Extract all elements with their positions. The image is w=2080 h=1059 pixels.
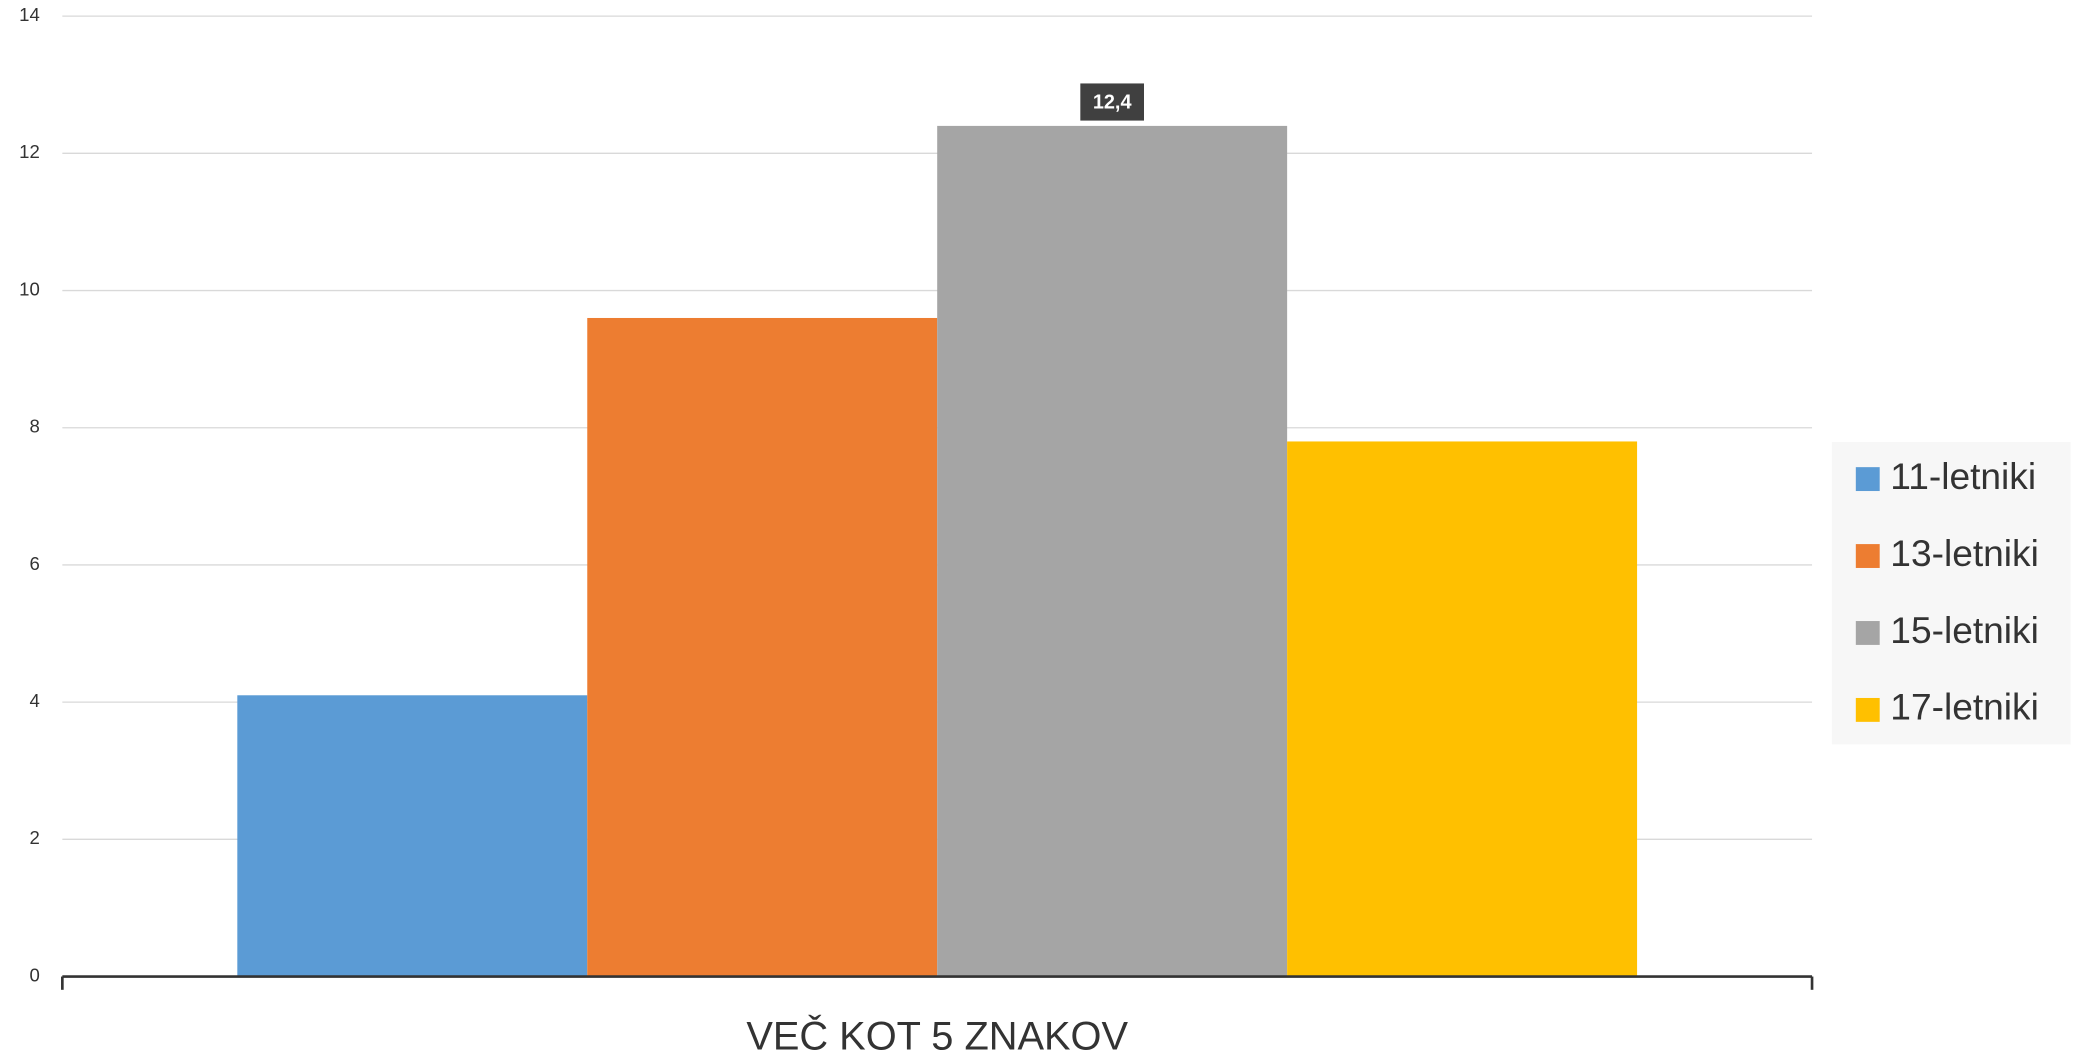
bar bbox=[587, 317, 938, 977]
bar bbox=[237, 695, 588, 977]
legend-swatch bbox=[1855, 544, 1880, 568]
y-tick-label: 14 bbox=[19, 4, 40, 25]
legend-swatch bbox=[1855, 467, 1880, 492]
bar bbox=[937, 125, 1288, 977]
y-tick-label: 4 bbox=[29, 690, 39, 711]
data-label: 12,4 bbox=[1093, 92, 1132, 114]
bar bbox=[1287, 441, 1638, 977]
data-label-box bbox=[1080, 83, 1144, 121]
x-tick-label: VEČ KOT 5 ZNAKOV bbox=[746, 1013, 1128, 1058]
y-tick-label: 10 bbox=[19, 278, 40, 299]
legend-label: 17-letniki bbox=[1890, 686, 2039, 728]
y-tick-label: 6 bbox=[29, 553, 39, 574]
legend-label: 11-letniki bbox=[1890, 455, 2036, 497]
y-tick-label: 0 bbox=[29, 964, 39, 985]
legend-label: 15-letniki bbox=[1890, 609, 2039, 651]
legend-swatch bbox=[1855, 621, 1880, 645]
y-tick-label: 8 bbox=[29, 416, 39, 437]
y-tick-label: 2 bbox=[29, 827, 39, 848]
y-tick-label: 12 bbox=[19, 141, 40, 162]
legend-swatch bbox=[1855, 697, 1880, 722]
legend-label: 13-letniki bbox=[1890, 532, 2039, 574]
legend-box bbox=[1831, 441, 2071, 745]
